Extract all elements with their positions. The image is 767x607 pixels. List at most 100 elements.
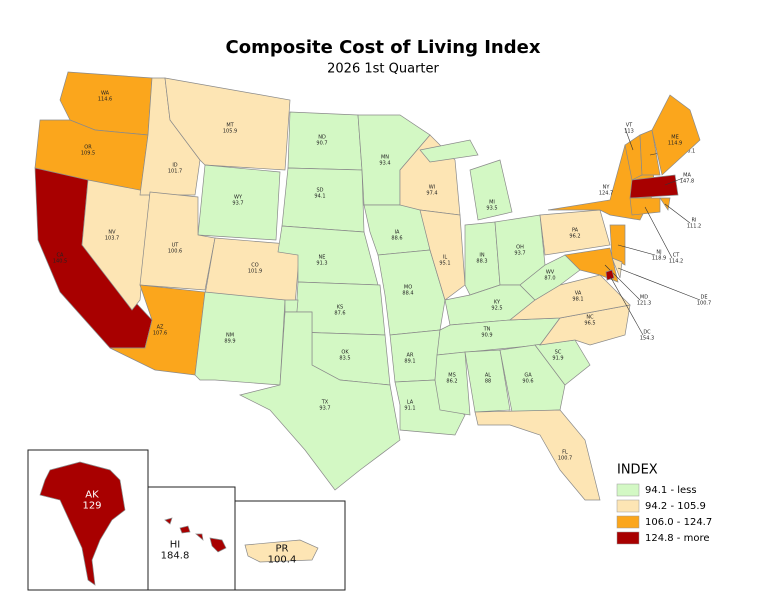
legend-label: 94.1 - less [645, 485, 697, 496]
region-value: 92.5 [491, 306, 502, 312]
region-abbr: LA [407, 400, 414, 406]
region-abbr: AL [485, 373, 491, 379]
region-abbr: MN [381, 155, 389, 161]
region-value: 107.6 [153, 331, 167, 337]
region-value: 96.2 [569, 234, 580, 240]
leader-line [664, 177, 684, 186]
region-abbr: DE [700, 295, 707, 301]
leader-line [624, 127, 634, 151]
region-value: 93.7 [514, 251, 525, 257]
region-value: 103.7 [105, 236, 119, 242]
region-abbr: ND [318, 135, 326, 141]
region-shape [639, 129, 661, 176]
region-shape [629, 174, 679, 199]
region-value: 91.1 [404, 406, 415, 412]
region-shape [195, 533, 204, 541]
legend-swatch [616, 483, 640, 497]
region-value: 140.5 [53, 259, 67, 265]
region-abbr: VA [575, 291, 582, 297]
region-abbr: CT [673, 253, 680, 259]
legend-swatch [616, 531, 640, 545]
region-value: 114.9 [668, 141, 682, 147]
legend-swatch [616, 515, 640, 529]
region-abbr: PR [276, 544, 289, 555]
region-abbr: TX [321, 400, 329, 406]
region-abbr: WY [234, 195, 243, 201]
region-shape [238, 311, 401, 491]
region-value: 101.7 [168, 169, 182, 175]
region-shape [611, 257, 623, 279]
region-abbr: MT [226, 123, 234, 129]
region-shape [474, 409, 601, 501]
region-value: 93.5 [486, 206, 497, 212]
region-shape [469, 159, 513, 221]
leader-line [617, 267, 701, 301]
region-abbr: NV [108, 230, 116, 236]
region-abbr: AZ [157, 325, 164, 331]
region-abbr: OR [84, 145, 92, 151]
region-abbr: NM [226, 333, 234, 339]
region-abbr: WA [101, 91, 110, 97]
region-shape [464, 349, 511, 413]
region-abbr: MI [489, 200, 495, 206]
inset-frame [234, 500, 346, 591]
region-abbr: SD [316, 188, 323, 194]
region-value: 90.7 [316, 141, 327, 147]
region-abbr: KY [494, 300, 501, 306]
region-abbr: NE [319, 255, 326, 261]
region-value: 88 [485, 379, 491, 385]
region-shape [244, 539, 319, 563]
region-value: 95.1 [439, 261, 450, 267]
region-value: 91.9 [552, 356, 563, 362]
region-abbr: NC [586, 315, 594, 321]
region-abbr: WV [546, 270, 555, 276]
region-value: 98.1 [572, 297, 583, 303]
region-shape [194, 291, 286, 386]
legend-label: 94.2 - 105.9 [645, 501, 706, 512]
legend-swatch [616, 499, 640, 513]
region-shape [81, 179, 151, 311]
region-abbr: TN [483, 327, 491, 333]
region-value: 87.6 [334, 311, 345, 317]
region-value: 109.5 [81, 151, 95, 157]
region-abbr: CA [57, 253, 64, 259]
region-value: 96.5 [584, 321, 595, 327]
region-shape [179, 525, 191, 534]
region-value: 121.3 [637, 301, 651, 307]
legend-label: 124.8 - more [645, 533, 710, 544]
region-shape [197, 164, 281, 241]
map-title: Composite Cost of Living Index [226, 37, 541, 58]
region-abbr: OK [341, 350, 349, 356]
region-shape [434, 351, 471, 416]
region-abbr: MD [640, 295, 648, 301]
region-value: 91.3 [316, 261, 327, 267]
region-abbr: AK [85, 490, 99, 501]
region-value: 90.6 [522, 379, 533, 385]
leader-line [664, 203, 691, 224]
region-shape [39, 461, 126, 586]
region-abbr: NY [603, 185, 611, 191]
region-abbr: VT [626, 123, 633, 129]
inset-frame [147, 486, 236, 591]
legend-title: INDEX [617, 463, 658, 478]
legend-label: 106.0 - 124.7 [645, 517, 712, 528]
region-shape [419, 209, 466, 301]
region-value: 105.9 [223, 129, 237, 135]
region-abbr: WI [429, 185, 435, 191]
region-value: 88.4 [402, 291, 413, 297]
region-abbr: OH [516, 245, 524, 251]
region-shape [651, 94, 701, 176]
region-abbr: IL [443, 255, 447, 261]
region-shape [389, 329, 441, 383]
region-value: 129 [82, 501, 101, 512]
region-value: 93.7 [319, 406, 330, 412]
leader-line [609, 275, 644, 336]
region-value: 101.9 [248, 269, 262, 275]
region-value: 100.6 [168, 249, 182, 255]
region-shape [605, 269, 615, 281]
region-shape [164, 517, 173, 525]
region-abbr: KS [337, 305, 343, 311]
leader-line [644, 206, 673, 259]
region-shape [499, 344, 566, 413]
